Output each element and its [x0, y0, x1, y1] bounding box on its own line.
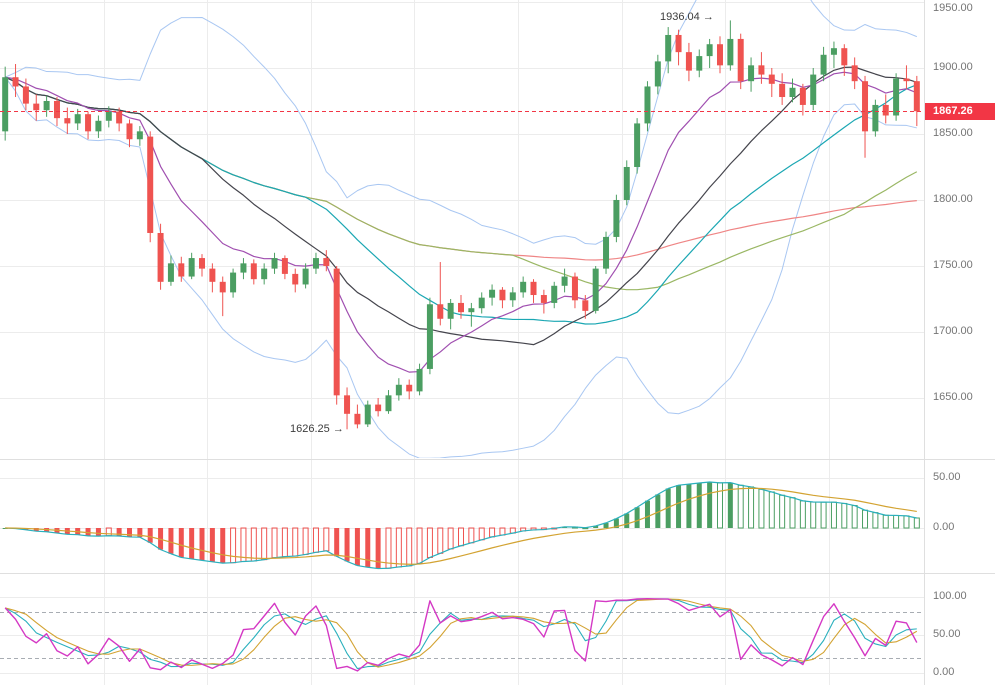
axis-tick-label: 1650.00 — [933, 391, 973, 403]
axis-tick-label: 50.00 — [933, 628, 961, 640]
low-price-annotation: 1626.25 → — [290, 423, 344, 435]
axis-tick-label: 0.00 — [933, 521, 955, 533]
last-price-tag: 1867.26 — [925, 103, 995, 120]
high-price-annotation: 1936.04 → — [660, 11, 714, 23]
axis-tick-label: 1950.00 — [933, 2, 973, 14]
axis-tick-label: 50.00 — [933, 471, 961, 483]
axis-tick-label: 100.00 — [933, 590, 967, 602]
axis-tick-label: 1750.00 — [933, 259, 973, 271]
axis-tick-label: 1850.00 — [933, 127, 973, 139]
axis-tick-label: 0.00 — [933, 666, 955, 678]
axis-tick-label: 1800.00 — [933, 193, 973, 205]
axis-tick-label: 1900.00 — [933, 61, 973, 73]
price-axis[interactable]: 1950.00 1900.00 1850.00 1800.00 1750.00 … — [925, 0, 995, 685]
axis-tick-label: 1700.00 — [933, 325, 973, 337]
